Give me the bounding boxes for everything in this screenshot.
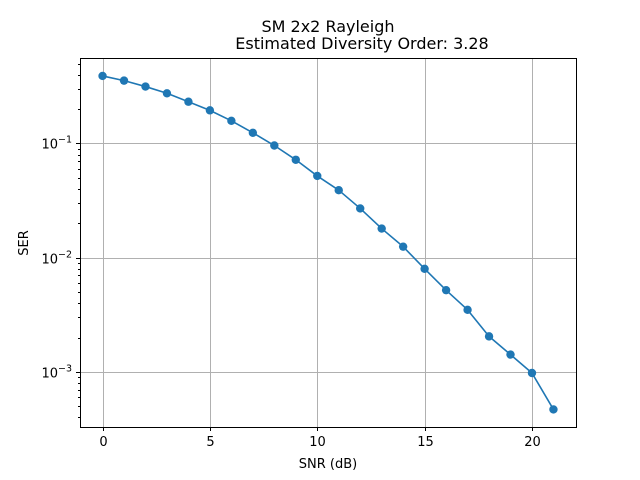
x-tick-label: 0 (99, 435, 107, 450)
data-point (463, 305, 472, 315)
chart-title: SM 2x2 Rayleigh (261, 17, 394, 36)
data-point (270, 141, 279, 150)
data-point (227, 116, 236, 125)
x-axis-label: SNR (dB) (299, 457, 357, 472)
data-point (98, 71, 107, 81)
data-point (119, 76, 129, 85)
y-tick-label: 10−3 (41, 364, 72, 382)
data-point (527, 368, 537, 378)
data-point (205, 106, 215, 115)
data-point (334, 186, 343, 195)
data-point (162, 89, 172, 98)
grid (80, 58, 576, 427)
data-point (484, 332, 494, 341)
y-tick-label: 10−1 (41, 135, 72, 153)
data-point (248, 128, 258, 138)
y-axis-label: SER (17, 230, 32, 256)
data-point (506, 350, 515, 359)
data-point (313, 171, 322, 181)
series-line (102, 75, 555, 410)
data-point (377, 224, 386, 233)
series-layer (98, 71, 558, 414)
data-point (441, 285, 451, 295)
plot-frame (80, 58, 577, 428)
x-axis-ticks: 0 5 10 15 20 (99, 427, 541, 450)
chart-subtitle: Estimated Diversity Order: 3.28 (235, 34, 488, 53)
y-tick-label: 10−2 (41, 250, 72, 268)
data-point (184, 97, 193, 106)
x-tick-label: 20 (524, 435, 541, 450)
data-point (420, 264, 429, 274)
data-point (141, 82, 150, 91)
x-tick-label: 15 (417, 435, 434, 450)
y-axis-ticks: 10−3 10−2 10−1 (41, 64, 80, 418)
data-point (356, 204, 365, 213)
data-point (549, 405, 558, 414)
data-point (291, 155, 300, 164)
x-tick-label: 5 (206, 435, 214, 450)
x-tick-label: 10 (309, 435, 326, 450)
data-point (398, 242, 408, 251)
